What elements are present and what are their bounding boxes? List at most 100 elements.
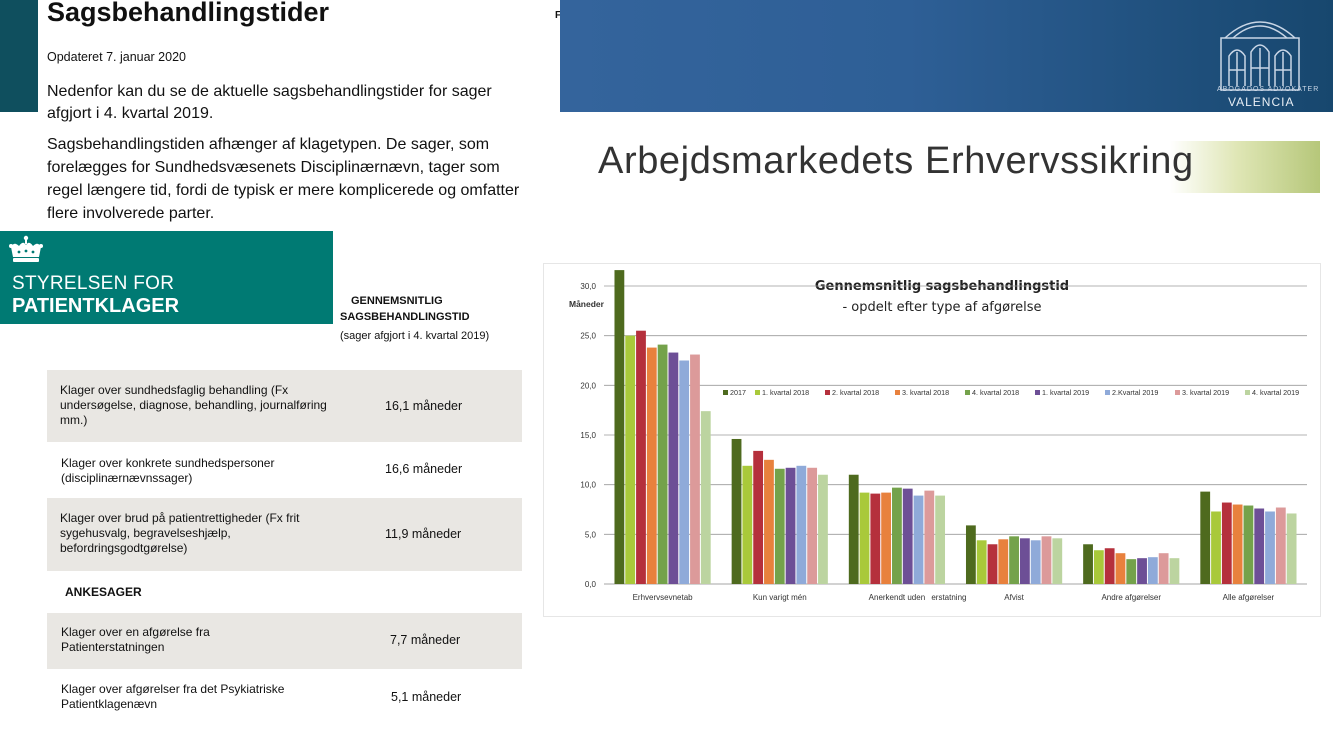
x-tick-label: Alle afgørelser [1223,593,1275,602]
bar [1019,538,1030,584]
bar [987,544,998,584]
bar [1126,559,1137,584]
bar [1169,558,1180,584]
bar [892,487,902,584]
row-value: 16,1 måneder [385,399,463,413]
table-row: Klager over brud på patientrettigheder (… [47,498,522,571]
bar [1265,511,1275,584]
intro-paragraph: Nedenfor kan du se de aktuelle sagsbehan… [47,83,492,122]
teal-side-bar [0,0,38,112]
bar [998,539,1009,584]
bar [1254,508,1265,584]
bar [1137,558,1147,584]
bar [976,540,987,584]
bar [646,347,657,584]
bar [881,492,892,584]
logo-line-2: PATIENTKLAGER [12,295,180,317]
bar [679,360,690,584]
bar [1083,544,1093,584]
row-label: Klager over sundhedsfaglig behandling (F… [60,383,327,427]
bar [870,493,881,584]
legend-label: 4. kvartal 2018 [972,388,1019,397]
bar [614,270,625,584]
bar [1041,536,1052,584]
bar [1115,553,1126,584]
table-header-line-1: GENNEMSNITLIG [351,295,443,307]
legend-swatch [895,390,900,395]
bar [1275,507,1286,584]
bar [1232,504,1243,584]
y-tick-label: 30,0 [580,282,596,291]
y-tick-label: 20,0 [580,381,596,390]
bar [1093,550,1104,584]
table-row: Klager over konkrete sundhedspersoner (d… [47,448,522,494]
banner: ABOGADOS ADVOKATER VALENCIA [560,0,1333,112]
bar [774,468,785,584]
bar [700,411,711,584]
legend-swatch [965,390,970,395]
chart-panel: Gennemsnitlig sagsbehandlingstid - opdelt… [543,263,1321,617]
aes-title: Arbejdsmarkedets Erhvervssikring [598,140,1194,182]
x-tick-label: Kun varigt mén [753,593,807,602]
legend-swatch [1175,390,1180,395]
updated-date: Opdateret 7. januar 2020 [47,50,186,64]
bar [1158,553,1169,584]
bar [668,352,679,584]
x-tick-label: Erhvervsevnetab [633,593,694,602]
legend-label: 1. kvartal 2019 [1042,388,1089,397]
crown-icon [9,235,43,262]
table-row: Klager over afgørelser fra det Psykiatri… [47,675,522,721]
bar [1009,536,1019,584]
legend-label: 4. kvartal 2019 [1252,388,1299,397]
bar [753,450,764,584]
section-heading-ankesager: ANKESAGER [65,585,142,599]
bar [1104,548,1115,584]
page-title: Sagsbehandlingstider [47,0,330,27]
chart-title: Gennemsnitlig sagsbehandlingstid [815,279,1069,294]
legend-swatch [1035,390,1040,395]
bar [657,344,668,584]
bar [1200,491,1211,584]
y-tick-label: 15,0 [580,431,596,440]
x-tick-label: Anerkendt uden [869,593,926,602]
row-value: 16,6 måneder [385,462,463,476]
row-label: Klager over afgørelser fra det Psykiatri… [61,682,285,711]
x-tick-label: Andre afgørelser [1101,593,1161,602]
building-logo-icon [1220,21,1300,91]
y-tick-label: 5,0 [585,530,597,539]
bar [935,495,946,584]
bar [902,488,913,584]
table-header-line-2: SAGSBEHANDLINGSTID [340,311,470,323]
table-row: Klager over sundhedsfaglig behandling (F… [47,370,522,442]
bar [785,467,796,584]
bar [924,490,935,584]
x-tick-label: Afvist [1004,593,1024,602]
legend-label: 1. kvartal 2018 [762,388,809,397]
legend-swatch [825,390,830,395]
legend-label: 2017 [730,388,746,397]
logo-text: VALENCIA [1228,95,1295,109]
styrelsen-logo: STYRELSEN FOR PATIENTKLAGER [0,231,333,324]
row-label: Klager over konkrete sundhedspersoner (d… [61,456,275,485]
bar [1221,502,1232,584]
bar [1243,505,1254,584]
bar [1147,557,1158,584]
bar [1030,540,1041,584]
row-label: Klager over brud på patientrettigheder (… [60,511,300,555]
legend-swatch [1105,390,1110,395]
legend-swatch [1245,390,1250,395]
legend-label: 3. kvartal 2019 [1182,388,1229,397]
bar [1211,511,1221,584]
chart-subtitle: - opdelt efter type af afgørelse [842,300,1041,315]
bar [764,459,774,584]
bar [807,467,818,584]
y-tick-label: 10,0 [580,481,596,490]
bar [636,330,646,584]
row-label: Klager over en afgørelse fra Patienterst… [61,625,210,654]
x-tick-label-extra: erstatning [931,593,966,602]
bar [625,335,636,584]
y-axis-label: Måneder [569,299,605,309]
stray-character: F [555,10,562,21]
y-tick-label: 0,0 [585,580,597,589]
bar [818,474,828,584]
